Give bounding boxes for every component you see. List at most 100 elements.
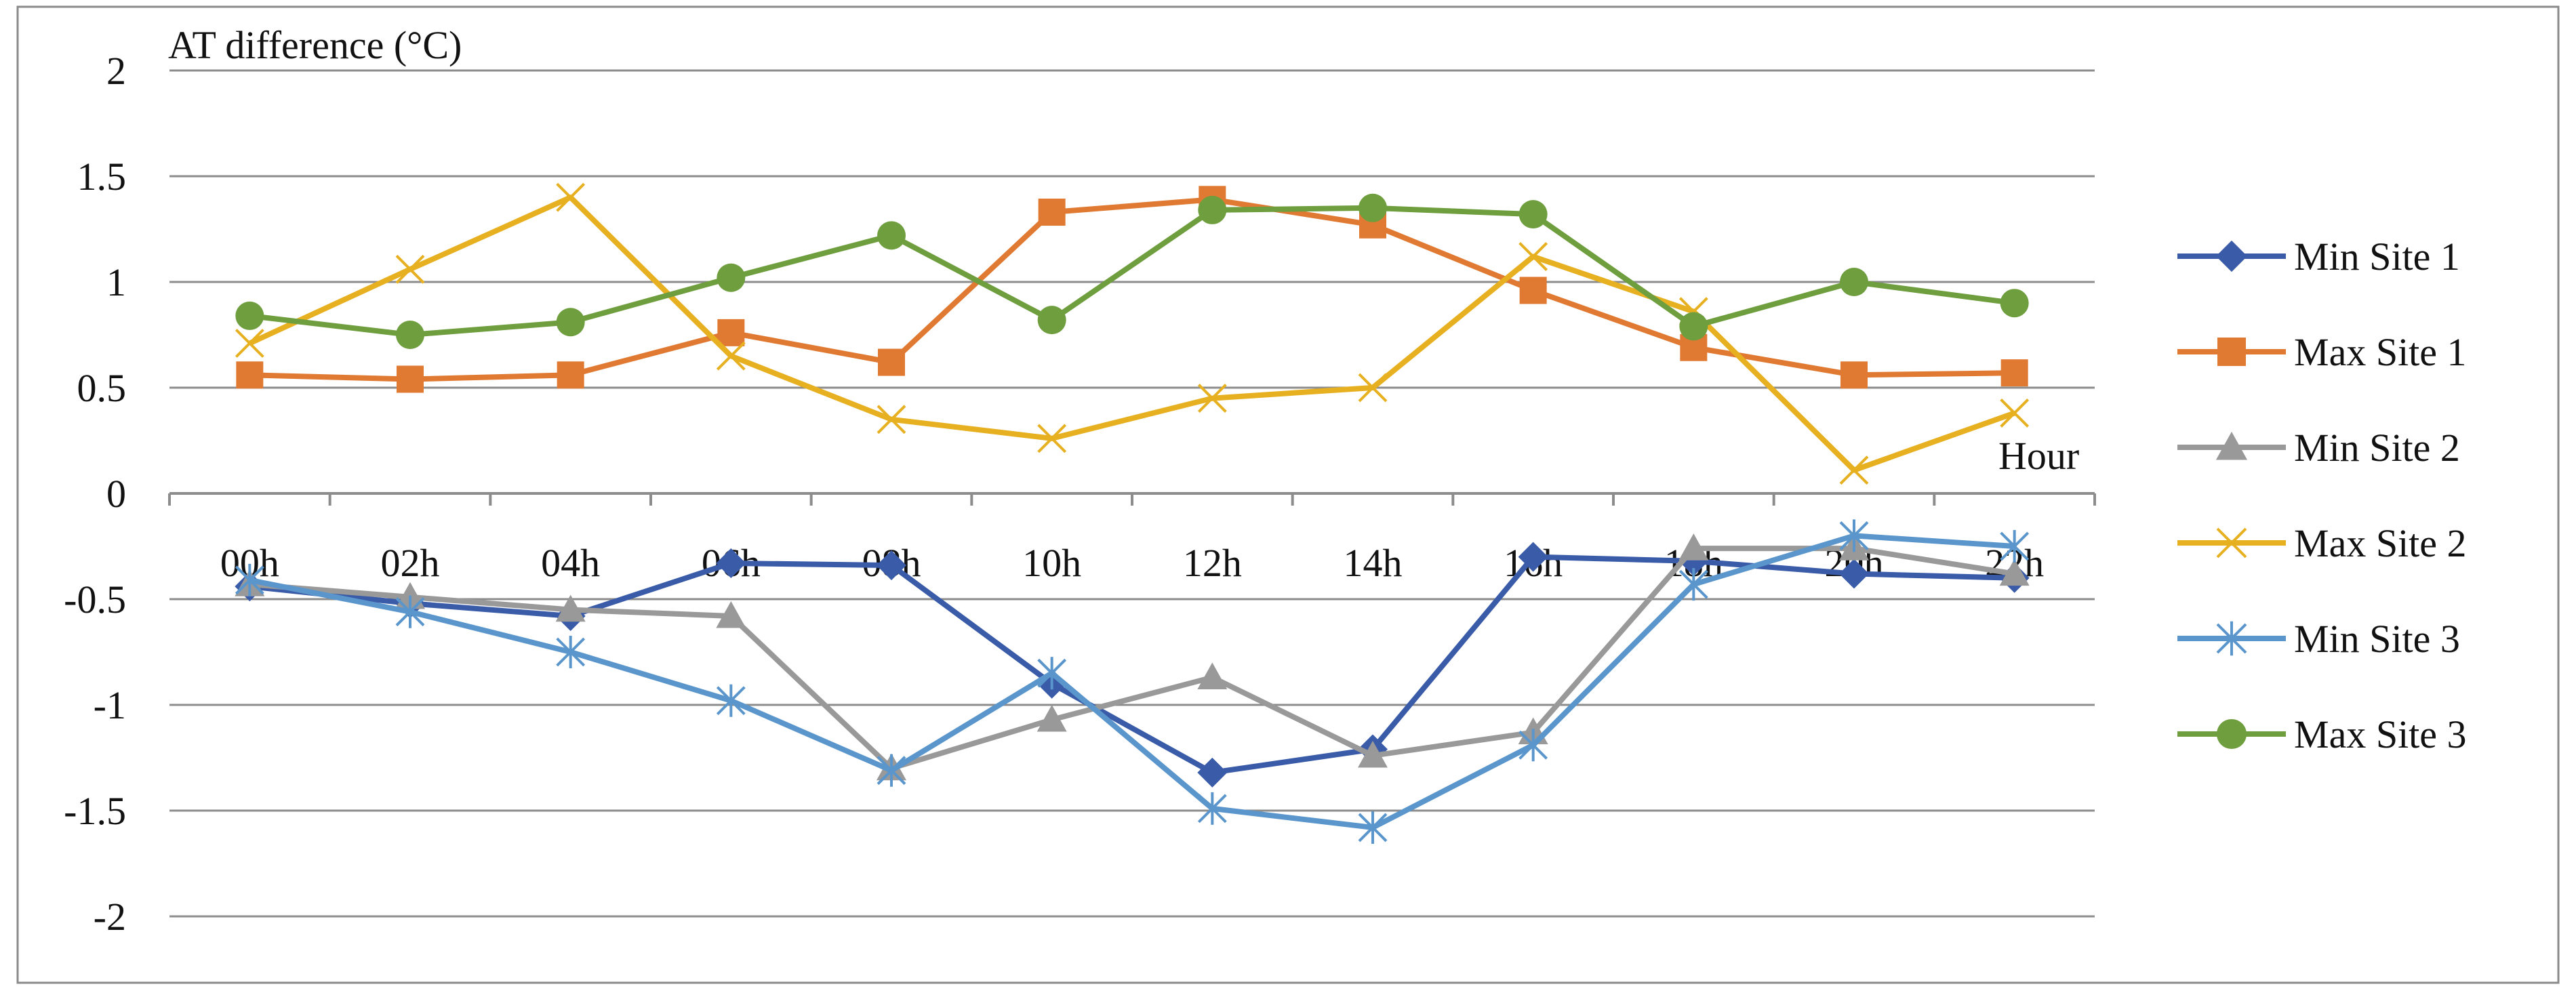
data-point-marker — [1839, 519, 1869, 552]
data-point-marker — [717, 263, 746, 292]
y-tick-label: -2 — [94, 895, 126, 939]
data-point-marker — [877, 405, 906, 434]
data-point-marker — [2217, 338, 2246, 366]
data-point-marker — [1839, 558, 1869, 589]
data-point-marker — [2000, 359, 2028, 387]
data-point-marker — [2215, 240, 2248, 272]
legend-label: Max Site 1 — [2294, 330, 2467, 374]
x-tick-label: 12h — [1183, 541, 1242, 585]
data-point-marker — [878, 348, 905, 376]
data-point-marker — [2216, 621, 2247, 656]
data-point-marker — [1037, 306, 1066, 335]
data-point-marker — [1519, 277, 1547, 304]
data-point-marker — [1518, 200, 1548, 229]
data-point-marker — [1197, 384, 1227, 413]
data-point-marker — [395, 582, 425, 609]
series-min-site-1 — [235, 542, 2030, 788]
y-tick-label: 2 — [106, 49, 126, 93]
data-point-marker — [717, 319, 745, 346]
series-max-site-3 — [235, 193, 2029, 349]
data-point-marker — [877, 550, 906, 581]
y-tick-label: 1.5 — [77, 155, 127, 199]
data-point-marker — [557, 361, 584, 389]
legend-item: Min Site 3 — [2177, 617, 2460, 661]
data-point-marker — [1037, 657, 1067, 690]
x-axis-title: Hour — [1998, 434, 2079, 478]
data-point-marker — [1999, 558, 2030, 586]
data-point-marker — [2000, 399, 2030, 428]
series-line — [249, 533, 2015, 830]
data-point-marker — [716, 601, 746, 628]
x-tick-label: 04h — [541, 541, 600, 585]
data-point-marker — [556, 182, 586, 212]
data-point-marker — [716, 341, 746, 371]
legend-label: Min Site 2 — [2294, 426, 2460, 470]
series-group — [235, 182, 2030, 844]
legend-label: Max Site 3 — [2294, 712, 2467, 756]
series-max-site-2 — [235, 182, 2030, 485]
data-point-marker — [1678, 533, 1709, 561]
data-point-marker — [877, 221, 906, 250]
data-point-marker — [716, 684, 746, 717]
data-point-marker — [2000, 289, 2029, 318]
data-point-marker — [1197, 792, 1227, 825]
data-point-marker — [1358, 811, 1388, 844]
data-point-marker — [1839, 455, 1869, 485]
series-max-site-1 — [236, 186, 2028, 393]
legend-item: Max Site 2 — [2177, 521, 2467, 565]
data-point-marker — [877, 754, 906, 787]
data-point-marker — [2216, 527, 2247, 558]
data-point-marker — [555, 594, 586, 622]
data-point-marker — [1038, 199, 1066, 226]
series-line — [249, 546, 2015, 771]
chart-border — [16, 5, 2560, 984]
x-tick-label: 14h — [1344, 541, 1403, 585]
legend-label: Min Site 1 — [2294, 235, 2460, 279]
data-point-marker — [1197, 662, 1228, 690]
data-point-marker — [1358, 740, 1388, 768]
data-point-marker — [235, 301, 264, 330]
legend-item: Min Site 2 — [2177, 426, 2460, 470]
data-point-marker — [1037, 704, 1067, 732]
y-tick-label: 0.5 — [77, 366, 127, 410]
data-point-marker — [1358, 373, 1388, 403]
data-point-marker — [1197, 757, 1228, 788]
data-point-marker — [2000, 530, 2030, 563]
data-point-marker — [2216, 718, 2247, 750]
data-point-marker — [1840, 268, 1868, 296]
legend-item: Max Site 3 — [2177, 712, 2467, 756]
data-point-marker — [716, 548, 746, 578]
data-point-marker — [1679, 312, 1708, 341]
data-point-marker — [1198, 195, 1227, 224]
data-point-marker — [1518, 542, 1548, 572]
legend: Min Site 1 Max Site 1 Min Site 2 Max Site 2… — [2177, 235, 2467, 756]
legend-item: Min Site 1 — [2177, 235, 2460, 279]
series-line — [248, 195, 2016, 473]
data-point-marker — [396, 321, 424, 349]
data-point-marker — [1678, 568, 1708, 601]
legend-item: Max Site 1 — [2177, 330, 2467, 374]
data-point-marker — [1359, 193, 1387, 222]
data-point-marker — [1037, 424, 1067, 453]
y-axis-title: AT difference (°C) — [168, 23, 462, 67]
y-tick-label: 0 — [106, 472, 126, 516]
x-tick-label: 10h — [1022, 541, 1081, 585]
data-point-marker — [236, 361, 264, 389]
data-point-marker — [556, 308, 585, 337]
y-tick-label: -1.5 — [64, 789, 126, 833]
series-line — [249, 197, 2015, 382]
series-line — [249, 554, 2015, 775]
y-tick-label: -1 — [94, 683, 126, 727]
data-point-marker — [1518, 729, 1548, 762]
y-tick-label: 1 — [106, 260, 126, 304]
data-point-marker — [2215, 431, 2248, 460]
data-point-marker — [235, 563, 264, 596]
series-line — [249, 205, 2015, 338]
data-point-marker — [395, 254, 425, 284]
legend-label: Max Site 2 — [2294, 521, 2467, 565]
data-point-marker — [395, 595, 425, 628]
series-min-site-3 — [235, 519, 2030, 844]
data-point-marker — [556, 636, 586, 668]
